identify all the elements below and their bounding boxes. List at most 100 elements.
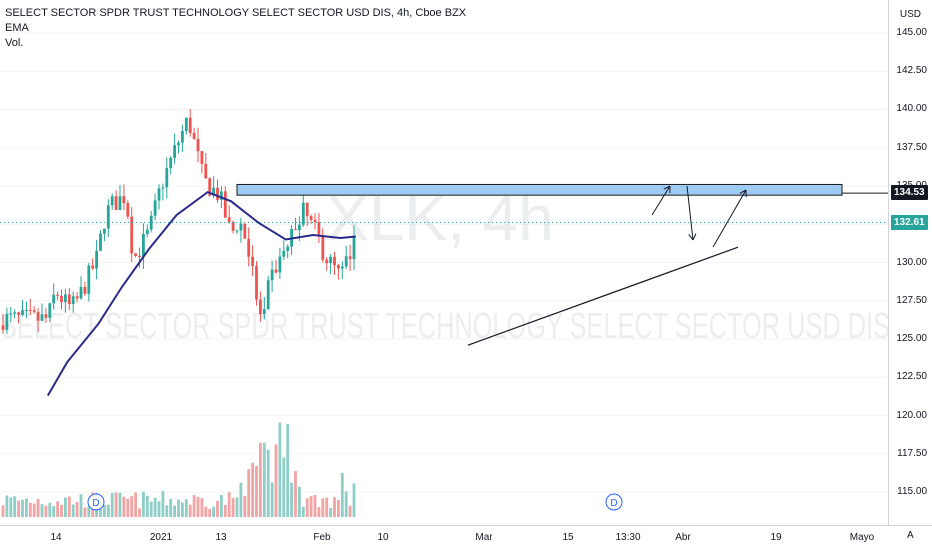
- volume-bar: [224, 505, 227, 517]
- candle-body: [349, 256, 352, 259]
- volume-bar: [247, 469, 250, 517]
- candle-body: [6, 314, 9, 330]
- volume-bar: [318, 507, 321, 517]
- volume-bar: [130, 496, 133, 517]
- candle-body: [185, 118, 188, 131]
- price-tick-label: 125.00: [896, 333, 927, 344]
- dividend-event-label: D: [92, 498, 99, 509]
- candlestick-series: [2, 109, 356, 334]
- volume-bar: [29, 503, 32, 517]
- candle-body: [329, 257, 332, 263]
- dividend-event-marker[interactable]: D: [606, 494, 622, 510]
- ema-line: [48, 192, 356, 396]
- volume-bar: [337, 500, 340, 517]
- volume-bar: [45, 506, 48, 517]
- volume-bar: [119, 493, 122, 517]
- candle-body: [228, 217, 231, 221]
- candle-body: [52, 295, 55, 304]
- price-tick-label: 122.50: [896, 371, 927, 382]
- volume-bar: [13, 496, 16, 517]
- volume-bar: [9, 498, 12, 517]
- candle-body: [41, 314, 44, 320]
- volume-bar: [48, 503, 51, 517]
- candle-body: [353, 237, 356, 259]
- candle-body: [13, 312, 16, 313]
- volume-bar: [216, 501, 219, 517]
- candle-body: [314, 220, 317, 222]
- time-tick-label: Abr: [675, 532, 691, 543]
- projection-arrow[interactable]: [713, 190, 746, 247]
- auto-scale-button[interactable]: A: [907, 530, 914, 541]
- candle-body: [216, 188, 219, 200]
- volume-bar: [220, 495, 223, 517]
- candle-body: [56, 295, 59, 296]
- candle-body: [201, 151, 204, 164]
- candle-body: [29, 310, 32, 311]
- candle-body: [232, 222, 235, 231]
- ema-indicator-label[interactable]: EMA: [5, 21, 29, 35]
- volume-bar: [84, 508, 87, 517]
- volume-bar: [201, 498, 204, 517]
- dividend-event-marker[interactable]: D: [88, 494, 104, 510]
- volume-bar: [243, 496, 246, 517]
- watermark-name: SELECT SECTOR SPDR TRUST TECHNOLOGY SELE…: [0, 305, 888, 346]
- volume-bar: [290, 483, 293, 517]
- candle-body: [154, 200, 157, 215]
- resistance-zone[interactable]: [237, 184, 842, 195]
- volume-bar: [56, 501, 59, 517]
- time-tick-label: 13: [215, 532, 226, 543]
- candle-body: [158, 188, 161, 200]
- volume-bar: [349, 506, 352, 517]
- volume-bar: [68, 497, 71, 517]
- volume-bar: [115, 493, 118, 517]
- grid: [0, 33, 888, 492]
- volume-bar: [33, 504, 36, 517]
- candle-body: [25, 310, 28, 311]
- price-axis[interactable]: USD 145.00142.50140.00137.50135.00132.50…: [888, 0, 932, 525]
- candle-body: [282, 251, 285, 257]
- candle-body: [107, 205, 110, 228]
- volume-bar: [185, 499, 188, 517]
- volume-bar: [138, 508, 141, 517]
- candle-body: [76, 296, 79, 298]
- candle-body: [165, 168, 168, 187]
- volume-bar: [134, 492, 137, 517]
- candle-body: [99, 234, 102, 251]
- candle-body: [111, 196, 114, 205]
- candle-body: [142, 234, 145, 257]
- volume-bar: [72, 504, 75, 517]
- volume-bar: [150, 502, 153, 517]
- price-tick-label: 130.00: [896, 257, 927, 268]
- candle-body: [126, 203, 129, 217]
- candle-body: [48, 303, 51, 318]
- candle-body: [177, 143, 180, 146]
- volume-bar: [142, 492, 145, 517]
- volume-bar: [146, 496, 149, 517]
- candle-body: [134, 253, 137, 256]
- candle-body: [95, 251, 98, 269]
- time-tick-label: 15: [562, 532, 573, 543]
- candle-body: [87, 266, 90, 294]
- candle-body: [68, 294, 71, 304]
- price-tick-label: 140.00: [896, 103, 927, 114]
- candle-body: [146, 230, 149, 234]
- volume-indicator-label[interactable]: Vol.: [5, 36, 23, 50]
- volume-bar: [2, 505, 5, 517]
- dividend-event-label: D: [610, 498, 617, 509]
- volume-bar: [64, 498, 67, 517]
- candle-body: [72, 296, 75, 304]
- volume-bar: [341, 473, 344, 517]
- time-tick-label: Mar: [475, 532, 492, 543]
- volume-bar: [107, 505, 110, 517]
- volume-bar: [123, 497, 126, 517]
- volume-bar: [17, 501, 20, 517]
- volume-bar: [41, 504, 44, 517]
- candle-body: [341, 267, 344, 269]
- candle-body: [247, 239, 250, 257]
- volume-bar: [76, 502, 79, 517]
- candle-body: [115, 196, 118, 210]
